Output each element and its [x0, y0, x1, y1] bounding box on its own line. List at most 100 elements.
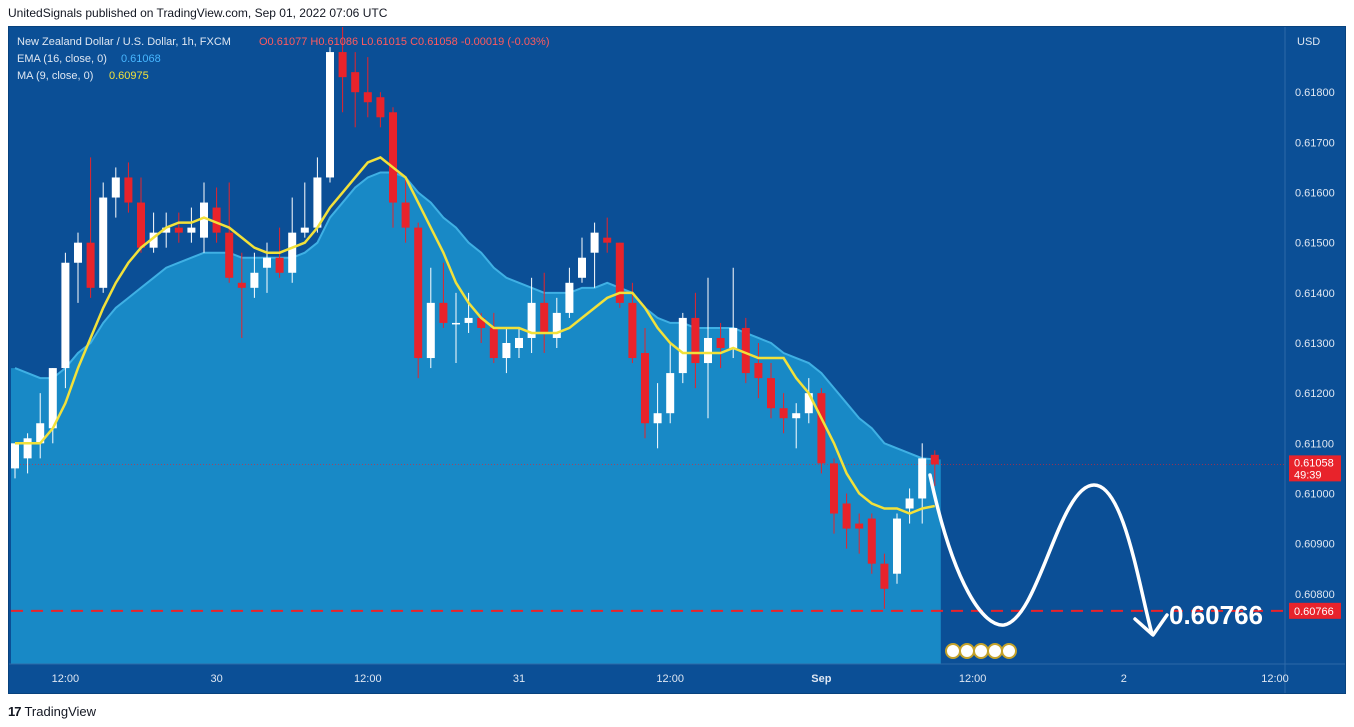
candle[interactable] [867, 513, 876, 574]
candle[interactable] [99, 182, 108, 293]
candle[interactable] [137, 177, 145, 253]
candle-body[interactable] [842, 503, 851, 529]
candle-body[interactable] [464, 317, 473, 323]
candle-body[interactable] [212, 207, 221, 233]
candle-body[interactable] [792, 413, 801, 419]
candle-body[interactable] [200, 202, 208, 238]
candle-body[interactable] [515, 337, 523, 349]
candle-body[interactable] [552, 312, 561, 338]
candle-body[interactable] [867, 518, 876, 564]
tradingview-logo-icon[interactable]: 17 [8, 703, 22, 719]
candle-body[interactable] [36, 423, 45, 444]
candle[interactable] [401, 177, 410, 243]
candle[interactable] [74, 232, 82, 303]
candle-body[interactable] [426, 302, 435, 359]
candle-body[interactable] [603, 237, 612, 243]
event-flag-icon[interactable] [987, 643, 1003, 659]
candle[interactable] [905, 488, 914, 524]
candle[interactable] [300, 182, 309, 238]
candle-body[interactable] [439, 302, 448, 323]
candle-body[interactable] [225, 232, 234, 278]
candle[interactable] [11, 443, 19, 479]
candle[interactable] [527, 277, 536, 354]
candle-body[interactable] [678, 317, 687, 374]
candle-body[interactable] [124, 177, 133, 203]
candle[interactable] [326, 47, 334, 183]
candle-body[interactable] [61, 262, 70, 369]
footer-brand[interactable]: TradingView [24, 703, 97, 719]
candle-body[interactable] [414, 227, 423, 359]
candle[interactable] [729, 267, 738, 359]
candle[interactable] [111, 167, 120, 218]
candle[interactable] [578, 237, 586, 283]
candle-body[interactable] [880, 563, 889, 589]
candle[interactable] [23, 433, 32, 474]
candle-body[interactable] [11, 443, 19, 469]
candle[interactable] [678, 312, 687, 384]
candle[interactable] [414, 222, 423, 379]
candle[interactable] [86, 157, 95, 298]
candle-body[interactable] [855, 523, 864, 529]
candle-body[interactable] [527, 302, 536, 338]
candle-body[interactable] [263, 257, 271, 268]
candle-body[interactable] [930, 454, 939, 465]
candle-body[interactable] [704, 337, 712, 364]
candle-body[interactable] [111, 177, 120, 198]
candle[interactable] [779, 393, 788, 434]
candle-body[interactable] [326, 52, 334, 178]
candle[interactable] [918, 443, 927, 524]
candle[interactable] [502, 327, 511, 374]
candle[interactable] [464, 292, 473, 333]
candle-body[interactable] [452, 322, 460, 325]
candle[interactable] [628, 282, 637, 364]
candle[interactable] [716, 322, 725, 369]
candle-body[interactable] [666, 373, 675, 414]
candle[interactable] [666, 342, 675, 424]
candle-body[interactable] [237, 282, 246, 288]
candle-body[interactable] [401, 202, 410, 228]
candle[interactable] [124, 162, 133, 213]
event-flag-icon[interactable] [945, 643, 961, 659]
candle-body[interactable] [389, 112, 397, 203]
candle[interactable] [212, 187, 221, 243]
candle-body[interactable] [313, 177, 322, 228]
candle-body[interactable] [48, 368, 57, 429]
candle-body[interactable] [74, 242, 82, 263]
candle[interactable] [237, 252, 246, 338]
candle[interactable] [313, 157, 322, 233]
candle-body[interactable] [830, 463, 838, 514]
candle-body[interactable] [741, 327, 750, 374]
candle[interactable] [565, 267, 574, 318]
chart-frame[interactable]: 0.60766 USD 0.61800 0.61700 0.61600 0.61500 0… [8, 21, 1346, 694]
candle[interactable] [452, 292, 460, 364]
candle[interactable] [174, 212, 183, 243]
candle-body[interactable] [187, 227, 196, 233]
candle[interactable] [842, 493, 851, 549]
candle[interactable] [48, 368, 57, 444]
chart-svg[interactable]: 0.60766 USD 0.61800 0.61700 0.61600 0.61500 0… [9, 21, 1345, 693]
candle[interactable] [741, 317, 750, 384]
candle-body[interactable] [502, 342, 511, 359]
candle-body[interactable] [716, 337, 725, 349]
candle-body[interactable] [779, 408, 788, 419]
candle-body[interactable] [137, 202, 145, 248]
candle-body[interactable] [275, 257, 284, 273]
candle-body[interactable] [754, 363, 763, 379]
candle[interactable] [691, 292, 700, 389]
candle-body[interactable] [653, 413, 662, 424]
candle-body[interactable] [767, 378, 775, 409]
event-flag-icon[interactable] [1001, 643, 1017, 659]
candle[interactable] [603, 217, 612, 253]
candle[interactable] [540, 272, 549, 354]
candle-body[interactable] [804, 393, 813, 414]
candle[interactable] [351, 52, 360, 128]
candle[interactable] [767, 363, 775, 419]
candle-body[interactable] [288, 232, 297, 273]
candle[interactable] [376, 92, 385, 128]
candle[interactable] [792, 403, 801, 449]
economic-events[interactable] [945, 643, 1017, 659]
candle-body[interactable] [641, 353, 649, 424]
candle[interactable] [817, 388, 826, 474]
candle[interactable] [489, 312, 498, 364]
candle-body[interactable] [174, 227, 183, 233]
